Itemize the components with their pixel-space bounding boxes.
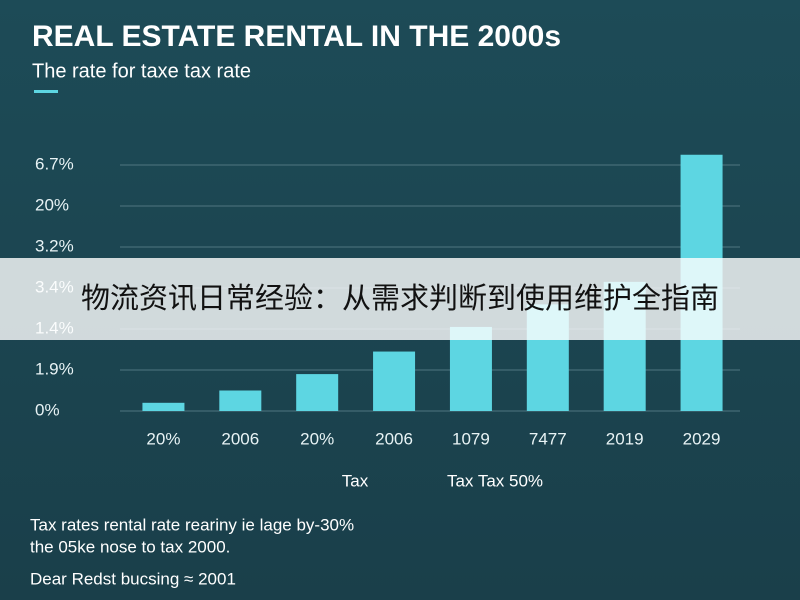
bar bbox=[142, 402, 185, 411]
bar bbox=[219, 390, 262, 411]
chart-title: REAL ESTATE RENTAL IN THE 2000s bbox=[32, 20, 561, 53]
banner-text: 物流资讯日常经验：从需求判断到使用维护全指南 bbox=[81, 281, 719, 315]
y-tick-label: 1.9% bbox=[35, 359, 74, 378]
footnote: Tax rates rental rate reariny ie lage by… bbox=[30, 515, 354, 534]
footnote: the 05ke nose to tax 2000. bbox=[30, 537, 230, 556]
axis-annotation: Tax bbox=[342, 471, 369, 490]
banner: 物流资讯日常经验：从需求判断到使用维护全指南 bbox=[0, 258, 800, 340]
axis-annotation: Tax Tax 50% bbox=[447, 471, 543, 490]
x-tick-label: 20% bbox=[300, 429, 334, 448]
accent-line bbox=[34, 90, 58, 93]
y-tick-label: 20% bbox=[35, 195, 69, 214]
bar bbox=[373, 351, 416, 411]
y-tick-label: 6.7% bbox=[35, 154, 74, 173]
chart-subtitle: The rate for taxe tax rate bbox=[32, 60, 251, 82]
footnote: Dear Redst bucsing ≈ 2001 bbox=[30, 569, 236, 588]
x-tick-label: 2019 bbox=[606, 429, 644, 448]
x-tick-label: 2006 bbox=[375, 429, 413, 448]
x-tick-label: 2029 bbox=[683, 429, 721, 448]
x-tick-label: 7477 bbox=[529, 429, 567, 448]
banner-background bbox=[0, 258, 800, 340]
x-tick-label: 20% bbox=[146, 429, 180, 448]
y-tick-label: 0% bbox=[35, 400, 60, 419]
bar bbox=[296, 374, 339, 411]
x-tick-label: 1079 bbox=[452, 429, 490, 448]
y-tick-label: 3.2% bbox=[35, 236, 74, 255]
x-tick-label: 2006 bbox=[221, 429, 259, 448]
bar bbox=[449, 326, 492, 411]
